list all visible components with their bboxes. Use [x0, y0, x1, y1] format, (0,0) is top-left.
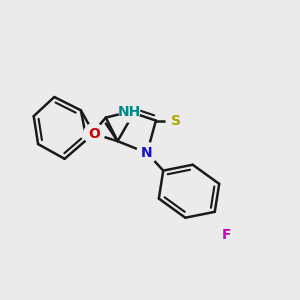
Circle shape — [137, 142, 158, 163]
Circle shape — [166, 110, 187, 131]
Text: O: O — [88, 127, 100, 141]
Text: S: S — [172, 114, 182, 128]
Text: NH: NH — [118, 105, 141, 119]
Circle shape — [119, 101, 140, 122]
Text: N: N — [141, 146, 153, 160]
Circle shape — [84, 124, 104, 144]
Circle shape — [216, 225, 237, 246]
Text: F: F — [222, 228, 231, 242]
